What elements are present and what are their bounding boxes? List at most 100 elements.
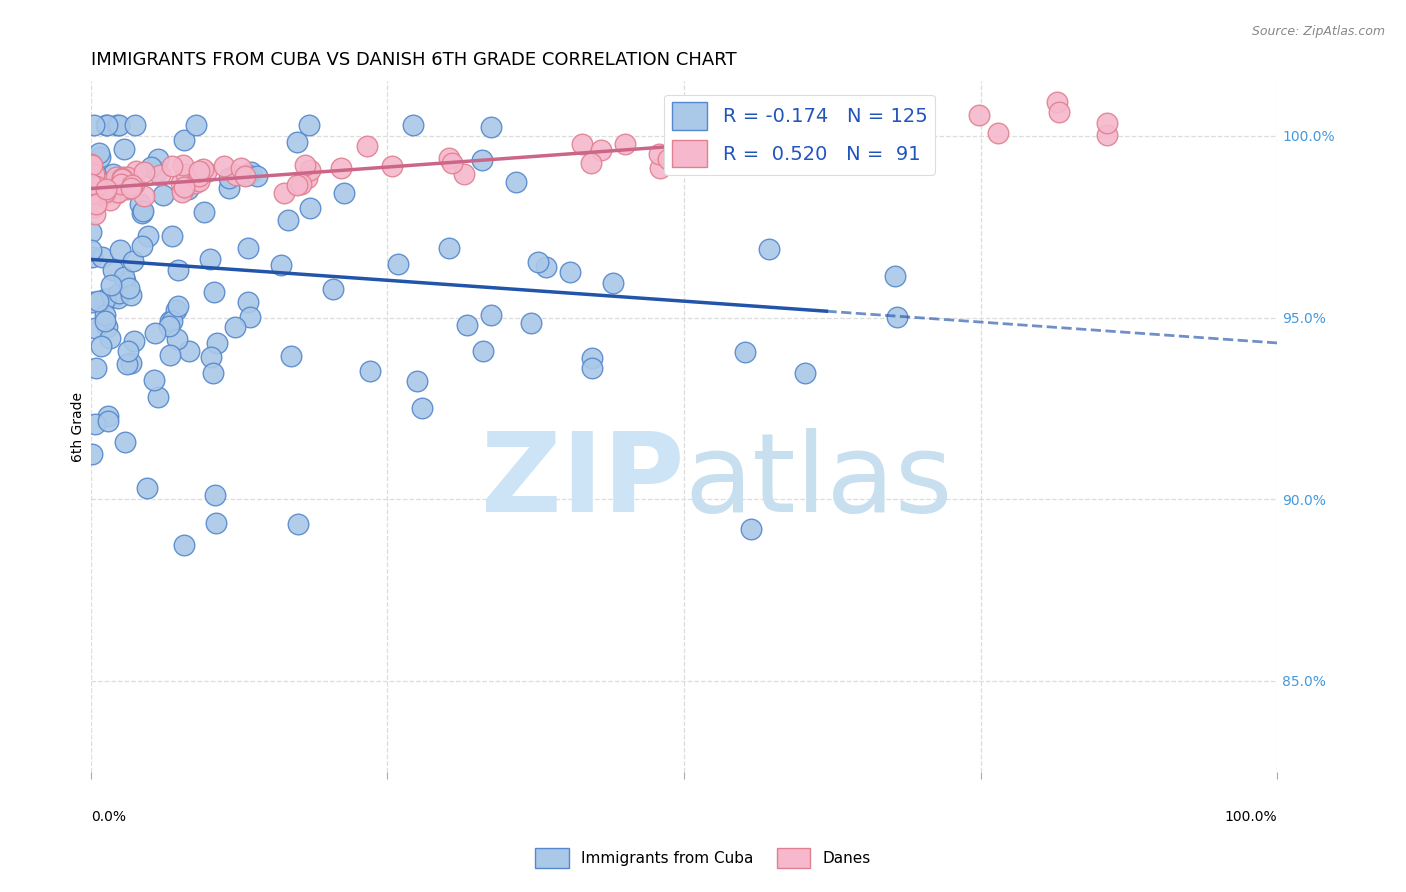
Point — [205, 516, 228, 530]
Point — [118, 179, 141, 194]
Point — [125, 164, 148, 178]
Point — [236, 168, 259, 182]
Point — [157, 319, 180, 334]
Point — [387, 257, 409, 271]
Point — [280, 349, 302, 363]
Point — [87, 146, 110, 161]
Point — [132, 188, 155, 202]
Point — [83, 200, 105, 214]
Point — [94, 308, 117, 322]
Point — [83, 166, 105, 180]
Point — [115, 170, 138, 185]
Point — [179, 343, 201, 358]
Point — [855, 118, 877, 132]
Point — [322, 282, 344, 296]
Point — [648, 147, 671, 161]
Point — [218, 181, 240, 195]
Point — [193, 205, 215, 219]
Point — [100, 175, 122, 189]
Point — [136, 228, 159, 243]
Text: 100.0%: 100.0% — [1225, 810, 1277, 823]
Point — [688, 133, 710, 147]
Point — [581, 361, 603, 376]
Point — [294, 158, 316, 172]
Point — [453, 167, 475, 181]
Point — [287, 516, 309, 531]
Point — [115, 182, 138, 196]
Point — [437, 151, 460, 165]
Point — [236, 241, 259, 255]
Point — [187, 163, 209, 178]
Point — [170, 185, 193, 199]
Point — [87, 294, 110, 309]
Point — [90, 250, 112, 264]
Point — [290, 177, 312, 191]
Point — [233, 169, 256, 184]
Point — [793, 366, 815, 380]
Point — [120, 287, 142, 301]
Point — [581, 351, 603, 366]
Point — [86, 196, 108, 211]
Point — [80, 225, 103, 239]
Legend: R = -0.174   N = 125, R =  0.520   N =  91: R = -0.174 N = 125, R = 0.520 N = 91 — [665, 95, 935, 175]
Point — [201, 366, 224, 380]
Point — [105, 169, 128, 184]
Point — [441, 156, 464, 170]
Point — [82, 447, 104, 461]
Point — [273, 186, 295, 200]
Point — [613, 136, 636, 151]
Point — [240, 165, 263, 179]
Point — [650, 161, 672, 176]
Point — [83, 417, 105, 431]
Point — [84, 320, 107, 334]
Point — [100, 278, 122, 293]
Point — [152, 187, 174, 202]
Point — [900, 132, 922, 146]
Point — [165, 303, 187, 318]
Point — [121, 178, 143, 193]
Point — [381, 160, 404, 174]
Point — [479, 120, 502, 134]
Point — [225, 169, 247, 183]
Point — [159, 313, 181, 327]
Point — [471, 153, 494, 167]
Point — [124, 334, 146, 348]
Point — [505, 175, 527, 189]
Point — [437, 241, 460, 255]
Point — [173, 133, 195, 147]
Point — [146, 390, 169, 404]
Point — [246, 169, 269, 183]
Point — [100, 181, 122, 195]
Point — [107, 285, 129, 300]
Point — [967, 107, 990, 121]
Point — [120, 181, 142, 195]
Point — [520, 316, 543, 330]
Point — [200, 350, 222, 364]
Point — [359, 364, 381, 378]
Point — [121, 253, 143, 268]
Text: IMMIGRANTS FROM CUBA VS DANISH 6TH GRADE CORRELATION CHART: IMMIGRANTS FROM CUBA VS DANISH 6TH GRADE… — [91, 51, 737, 69]
Point — [112, 269, 135, 284]
Point — [105, 186, 128, 201]
Point — [195, 165, 218, 179]
Point — [987, 126, 1010, 140]
Point — [110, 177, 132, 191]
Point — [101, 262, 124, 277]
Point — [117, 343, 139, 358]
Point — [105, 177, 128, 191]
Point — [80, 159, 103, 173]
Point — [298, 118, 321, 132]
Point — [112, 169, 135, 184]
Point — [146, 152, 169, 166]
Point — [111, 170, 134, 185]
Point — [166, 299, 188, 313]
Point — [80, 157, 103, 171]
Point — [96, 320, 118, 334]
Point — [173, 538, 195, 552]
Point — [93, 186, 115, 200]
Point — [886, 310, 908, 324]
Point — [132, 165, 155, 179]
Point — [136, 481, 159, 495]
Point — [166, 332, 188, 346]
Point — [142, 373, 165, 387]
